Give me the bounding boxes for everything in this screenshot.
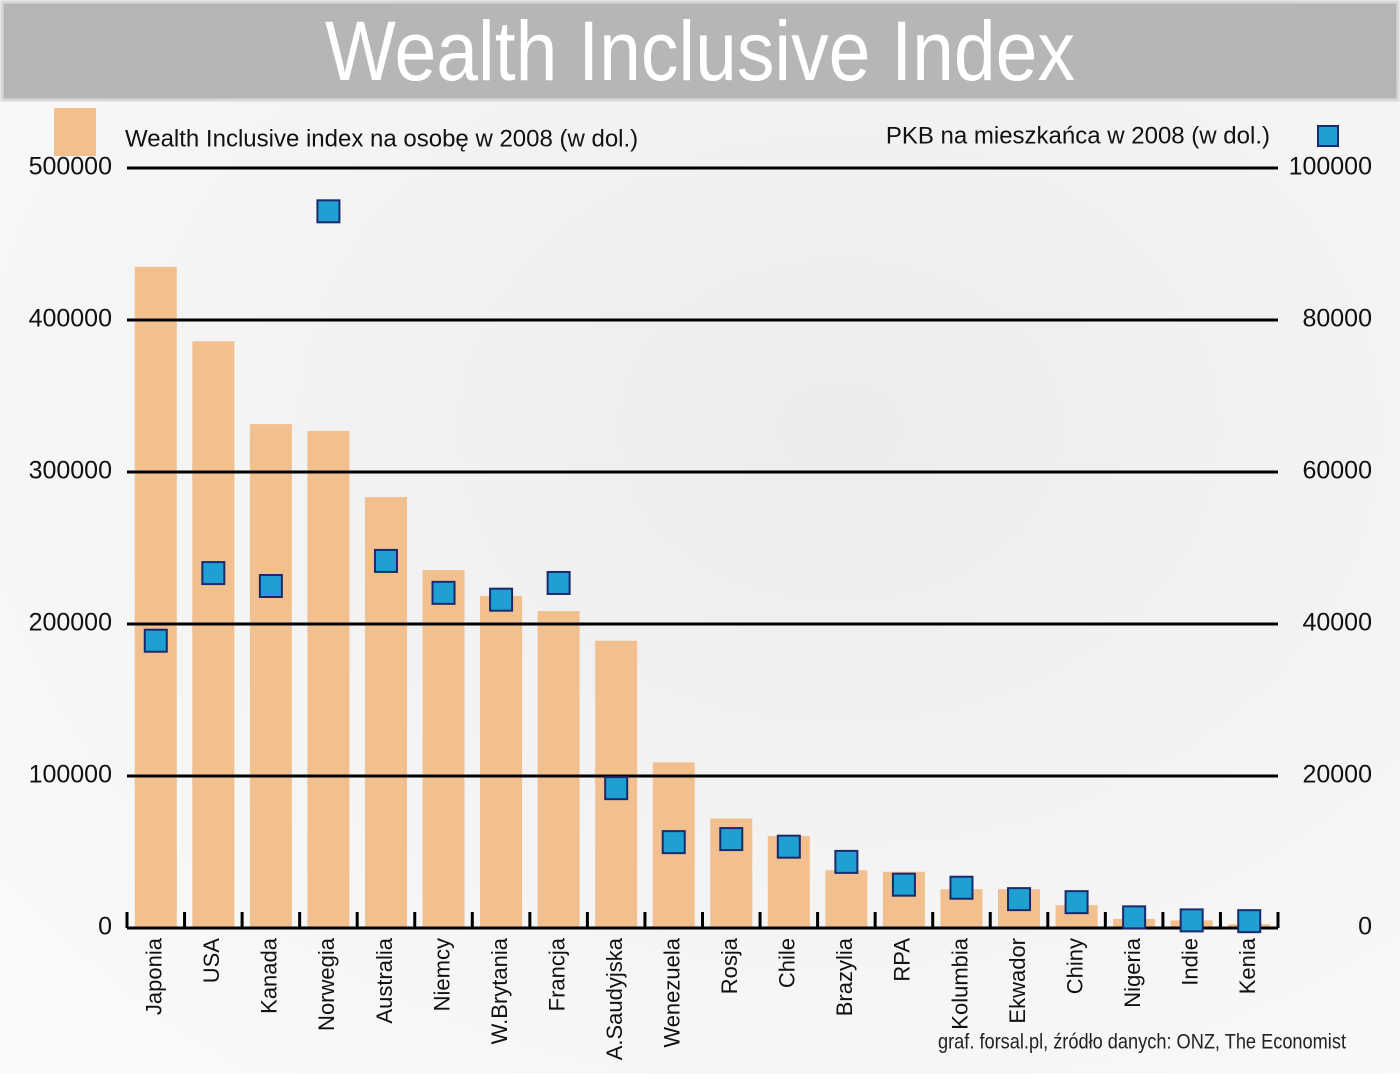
point [373, 548, 398, 573]
bar [825, 870, 868, 928]
chart-title: Wealth Inclusive Index [325, 4, 1075, 98]
point [719, 827, 744, 852]
x-tick-label: Australia [372, 937, 397, 1023]
point [201, 561, 226, 586]
x-tick-label: RPA [890, 938, 915, 982]
point [776, 834, 801, 859]
point [949, 875, 974, 900]
y-tick-label: 500000 [29, 153, 112, 181]
x-tick-label: Norwegia [314, 937, 339, 1031]
y-tick-label: 200000 [29, 609, 112, 637]
bar [192, 341, 235, 928]
legend-label: Wealth Inclusive index na osobę w 2008 (… [125, 125, 638, 152]
x-tick-label: Indie [1177, 938, 1202, 986]
x-tick-label: Kanada [257, 937, 282, 1014]
point [1007, 887, 1032, 912]
x-tick-label: USA [199, 938, 224, 984]
point [1237, 909, 1262, 934]
x-tick-label: Ekwador [1005, 938, 1030, 1024]
point [316, 199, 341, 224]
x-tick-label: Niemcy [429, 938, 454, 1011]
source-note: graf. forsal.pl, źródło danych: ONZ, The… [938, 1031, 1346, 1054]
bar [422, 570, 465, 928]
point [1122, 905, 1147, 930]
y2-tick-label: 80000 [1302, 305, 1372, 333]
point [546, 570, 571, 595]
bar [480, 595, 523, 928]
bar [307, 430, 350, 928]
y-tick-label: 0 [98, 913, 112, 941]
y2-tick-label: 40000 [1302, 609, 1372, 637]
legend-label: PKB na mieszkańca w 2008 (w dol.) [886, 122, 1270, 149]
x-tick-label: Kolumbia [947, 937, 972, 1029]
point [604, 776, 629, 801]
x-tick-label: A.Saudyjska [602, 937, 627, 1060]
y-tick-label: 400000 [29, 305, 112, 333]
y-tick-label: 100000 [29, 761, 112, 789]
title-band [0, 0, 1400, 102]
x-tick-label: Rosja [717, 937, 742, 994]
y2-tick-label: 0 [1358, 913, 1372, 941]
legend-swatch [1317, 125, 1339, 147]
x-tick-label: Chile [775, 938, 800, 988]
y2-tick-label: 60000 [1302, 457, 1372, 485]
y2-tick-label: 20000 [1302, 761, 1372, 789]
bar [134, 266, 177, 928]
x-tick-label: Kenia [1235, 937, 1260, 994]
x-tick-label: Wenezuela [660, 937, 685, 1047]
point [258, 574, 283, 598]
point [661, 830, 686, 855]
x-tick-label: Brazylia [832, 937, 857, 1016]
x-tick-label: Japonia [142, 937, 167, 1015]
point [834, 849, 859, 874]
x-tick-label: W.Brytania [487, 937, 512, 1044]
bar [537, 611, 580, 928]
x-tick-label: Nigeria [1120, 937, 1145, 1007]
point [143, 628, 168, 653]
point [891, 872, 916, 897]
y2-tick-label: 100000 [1289, 153, 1372, 181]
point [1179, 908, 1204, 933]
point [431, 580, 456, 605]
legend-swatch [54, 108, 96, 156]
x-tick-label: Chiny [1062, 938, 1087, 994]
point [489, 587, 514, 612]
point [1064, 890, 1089, 915]
bar [249, 424, 292, 928]
y-tick-label: 300000 [29, 457, 112, 485]
x-tick-label: Francja [544, 937, 569, 1011]
